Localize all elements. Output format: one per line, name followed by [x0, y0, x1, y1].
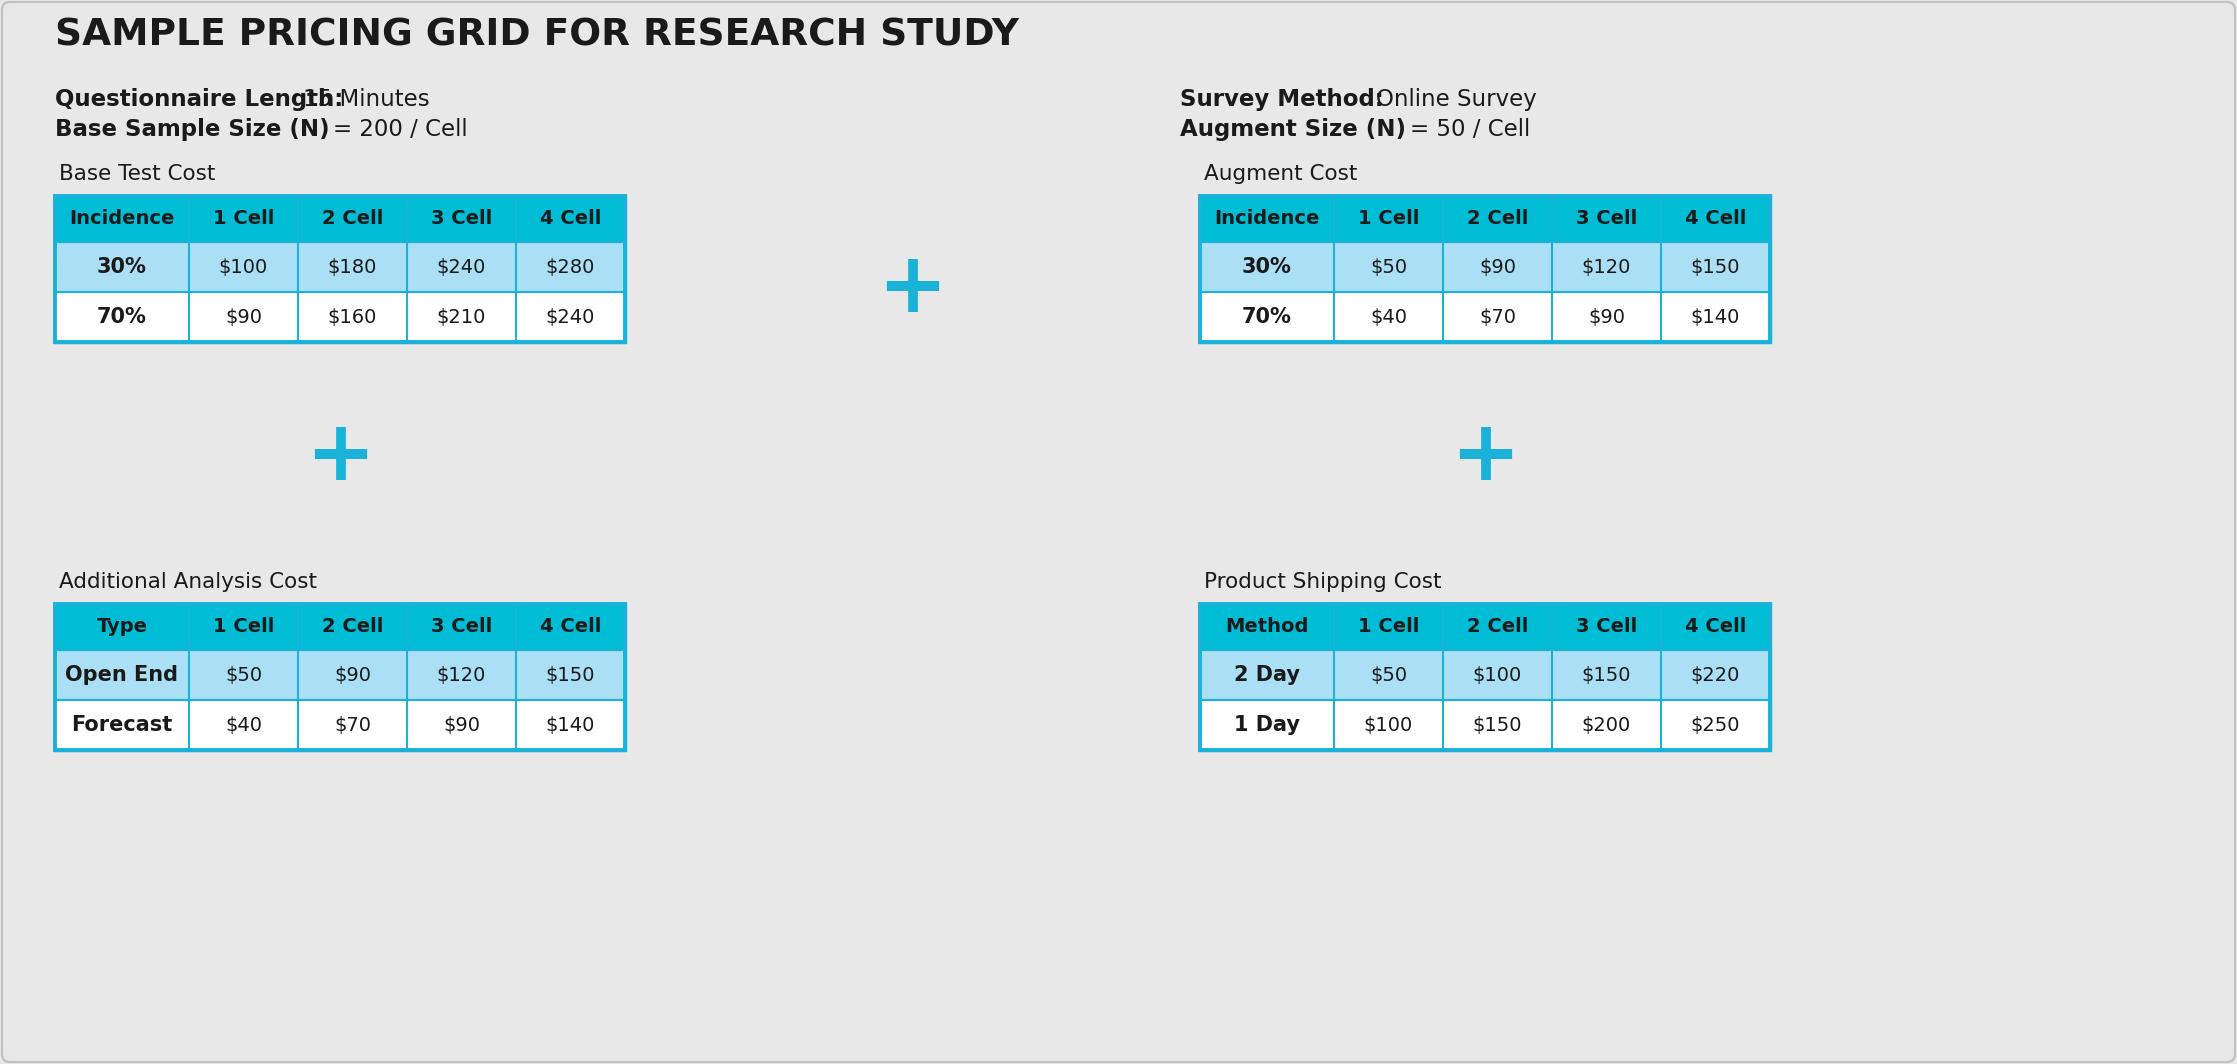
- Text: 1 Cell: 1 Cell: [213, 210, 275, 229]
- Bar: [56, 604, 624, 650]
- Text: Online Survey: Online Survey: [1376, 88, 1537, 111]
- Text: 2 Cell: 2 Cell: [322, 210, 383, 229]
- Text: $150: $150: [546, 665, 595, 684]
- Text: 2 Cell: 2 Cell: [322, 617, 383, 636]
- Bar: [56, 650, 624, 700]
- Text: 3 Cell: 3 Cell: [1575, 617, 1637, 636]
- Bar: [56, 242, 624, 292]
- Text: $240: $240: [436, 257, 485, 277]
- Text: Forecast: Forecast: [72, 715, 172, 735]
- Text: Base Test Cost: Base Test Cost: [58, 164, 215, 184]
- Text: $150: $150: [1691, 257, 1740, 277]
- Bar: [56, 196, 624, 342]
- Bar: [1199, 604, 1769, 750]
- Text: Open End: Open End: [65, 665, 179, 685]
- Text: 2 Day: 2 Day: [1235, 665, 1300, 685]
- Text: 2 Cell: 2 Cell: [1467, 210, 1528, 229]
- Text: $120: $120: [1582, 257, 1631, 277]
- Text: $40: $40: [1369, 307, 1407, 327]
- Text: $250: $250: [1691, 715, 1740, 734]
- Text: $280: $280: [546, 257, 595, 277]
- Text: $150: $150: [1582, 665, 1631, 684]
- Text: $140: $140: [1691, 307, 1740, 327]
- Text: Method: Method: [1226, 617, 1309, 636]
- Text: 30%: 30%: [1242, 257, 1293, 277]
- Text: 3 Cell: 3 Cell: [1575, 210, 1637, 229]
- Text: Product Shipping Cost: Product Shipping Cost: [1204, 572, 1441, 592]
- Text: Augment Size (N): Augment Size (N): [1179, 118, 1407, 142]
- Bar: [56, 292, 624, 342]
- Text: 4 Cell: 4 Cell: [539, 617, 602, 636]
- Text: 70%: 70%: [1242, 307, 1293, 327]
- Text: Base Sample Size (N): Base Sample Size (N): [56, 118, 329, 142]
- Text: Augment Cost: Augment Cost: [1204, 164, 1358, 184]
- Text: 1 Cell: 1 Cell: [1358, 210, 1418, 229]
- Bar: [1199, 604, 1769, 650]
- Text: $140: $140: [546, 715, 595, 734]
- Text: $220: $220: [1691, 665, 1740, 684]
- Text: +: +: [304, 416, 376, 497]
- Text: 3 Cell: 3 Cell: [432, 210, 492, 229]
- Bar: [1199, 196, 1769, 342]
- Text: SAMPLE PRICING GRID FOR RESEARCH STUDY: SAMPLE PRICING GRID FOR RESEARCH STUDY: [56, 18, 1018, 54]
- Text: $90: $90: [443, 715, 481, 734]
- Text: $50: $50: [1369, 257, 1407, 277]
- Text: $70: $70: [1479, 307, 1517, 327]
- Text: 15 Minutes: 15 Minutes: [302, 88, 430, 111]
- Text: 4 Cell: 4 Cell: [539, 210, 602, 229]
- Bar: [1199, 196, 1769, 342]
- Text: $90: $90: [226, 307, 262, 327]
- Text: 70%: 70%: [96, 307, 148, 327]
- Text: 1 Cell: 1 Cell: [1358, 617, 1418, 636]
- Text: $50: $50: [1369, 665, 1407, 684]
- Text: Incidence: Incidence: [1215, 210, 1320, 229]
- Bar: [56, 604, 624, 750]
- Text: $70: $70: [333, 715, 371, 734]
- Text: $50: $50: [226, 665, 262, 684]
- Text: $150: $150: [1472, 715, 1521, 734]
- Text: = 200 / Cell: = 200 / Cell: [333, 118, 468, 142]
- Text: $200: $200: [1582, 715, 1631, 734]
- Text: 3 Cell: 3 Cell: [432, 617, 492, 636]
- Bar: [56, 196, 624, 342]
- Text: $180: $180: [329, 257, 378, 277]
- Text: +: +: [1450, 416, 1519, 497]
- Text: $100: $100: [219, 257, 268, 277]
- Text: 4 Cell: 4 Cell: [1684, 210, 1747, 229]
- Text: $90: $90: [1588, 307, 1624, 327]
- Text: $240: $240: [546, 307, 595, 327]
- Text: +: +: [877, 248, 948, 329]
- Bar: [1199, 196, 1769, 242]
- Bar: [56, 700, 624, 750]
- Text: $120: $120: [436, 665, 485, 684]
- Text: 30%: 30%: [96, 257, 148, 277]
- Text: Additional Analysis Cost: Additional Analysis Cost: [58, 572, 318, 592]
- Text: 1 Day: 1 Day: [1235, 715, 1300, 735]
- Text: = 50 / Cell: = 50 / Cell: [1409, 118, 1530, 142]
- Text: Survey Method:: Survey Method:: [1179, 88, 1385, 111]
- Text: Questionnaire Length:: Questionnaire Length:: [56, 88, 342, 111]
- Text: $210: $210: [436, 307, 485, 327]
- Text: $90: $90: [1479, 257, 1517, 277]
- Text: 2 Cell: 2 Cell: [1467, 617, 1528, 636]
- Bar: [1199, 242, 1769, 292]
- Bar: [1199, 604, 1769, 750]
- Bar: [1199, 700, 1769, 750]
- Text: 4 Cell: 4 Cell: [1684, 617, 1747, 636]
- Text: 1 Cell: 1 Cell: [213, 617, 275, 636]
- Text: $90: $90: [333, 665, 371, 684]
- Bar: [56, 196, 624, 242]
- Text: Incidence: Incidence: [69, 210, 174, 229]
- Text: $100: $100: [1365, 715, 1414, 734]
- Bar: [56, 604, 624, 750]
- Bar: [1199, 292, 1769, 342]
- Text: $40: $40: [226, 715, 262, 734]
- Text: $100: $100: [1472, 665, 1521, 684]
- Bar: [1199, 650, 1769, 700]
- Text: Type: Type: [96, 617, 148, 636]
- Text: $160: $160: [329, 307, 378, 327]
